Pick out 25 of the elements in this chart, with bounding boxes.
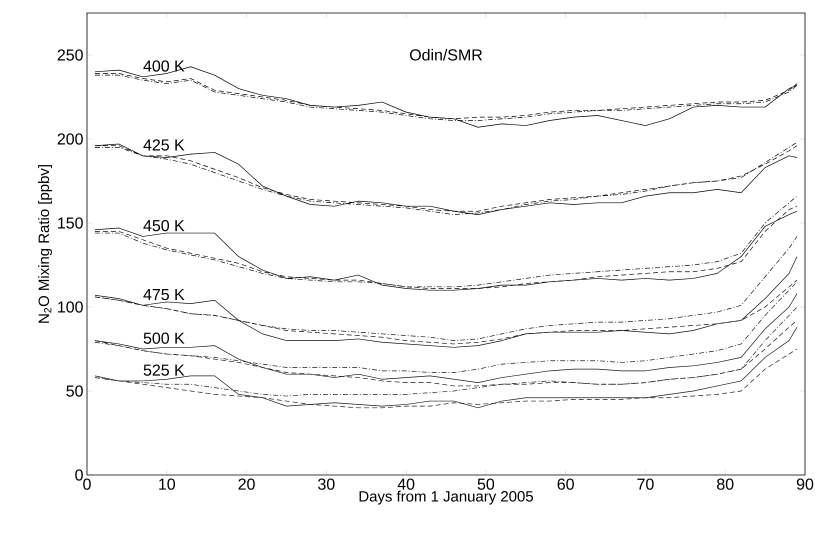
x-tick-label: 50 bbox=[478, 478, 494, 490]
y-tick-label: 250 bbox=[58, 49, 83, 61]
y-tick-label: 150 bbox=[58, 217, 83, 229]
x-tick-label: 80 bbox=[717, 478, 734, 490]
y-axis-title: N$_{2}$O Mixing Ratio [ppbv] bbox=[38, 165, 52, 323]
annotation: 450 K bbox=[143, 220, 184, 232]
annotation: 475 K bbox=[143, 289, 184, 300]
y-tick-label: 100 bbox=[58, 301, 83, 313]
y-tick-label: 200 bbox=[58, 133, 83, 145]
x-tick-label: 30 bbox=[318, 478, 335, 490]
annotation: 500 K bbox=[144, 332, 184, 344]
x-tick-label: 40 bbox=[398, 478, 414, 490]
y-tick-label: 50 bbox=[66, 385, 83, 397]
x-axis-title: Days from 1 January 2005 bbox=[360, 490, 533, 505]
x-tick-label: 90 bbox=[796, 478, 814, 490]
annotation: 400 K bbox=[143, 60, 184, 72]
x-tick-label: 70 bbox=[637, 478, 654, 490]
x-tick-label: 0 bbox=[83, 478, 91, 490]
x-tick-label: 60 bbox=[558, 478, 574, 490]
x-tick-label: 20 bbox=[238, 478, 255, 490]
x-tick-label: 10 bbox=[159, 478, 176, 490]
y-tick-label: 0 bbox=[75, 469, 83, 481]
annotation: Odin/SMR bbox=[410, 48, 482, 61]
annotation: 425 K bbox=[143, 139, 184, 151]
annotation: 525 K bbox=[144, 364, 184, 376]
